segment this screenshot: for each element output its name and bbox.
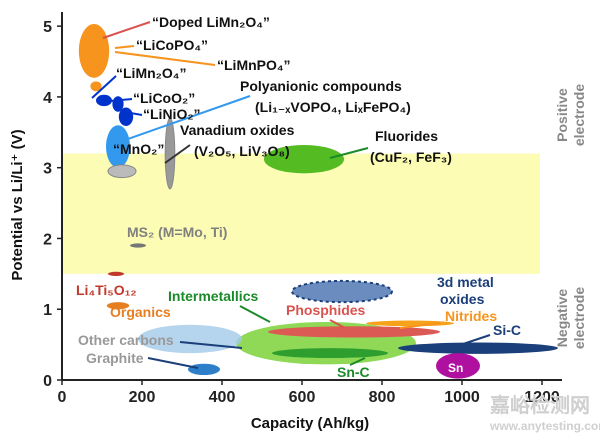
label-limnpo4: “LiMnPO₄” <box>217 57 291 73</box>
label-sic: Si-C <box>493 322 521 338</box>
leader-sic <box>459 334 491 346</box>
positive-electrode-label-1: Positive <box>554 88 570 142</box>
axes <box>57 12 562 385</box>
y-tick-label: 4 <box>43 90 52 107</box>
material-vanadium <box>164 117 176 190</box>
label-vanadium-formula: (V₂O₅, LiV₃O₈) <box>194 143 290 159</box>
label-limn2o4: “LiMn₂O₄” <box>116 65 186 81</box>
y-tick-label: 3 <box>43 161 52 178</box>
leader-intermetallics <box>239 305 271 323</box>
label-snc: Sn-C <box>337 364 370 380</box>
material-ms2 <box>130 243 146 248</box>
material-phosphides <box>268 326 440 338</box>
label-polyanionic-formula: (Li₁₋ₓVOPO₄, LiₓFePO₄) <box>255 99 411 115</box>
leader-polyanionic <box>124 95 251 141</box>
label-vanadium: Vanadium oxides <box>180 122 295 138</box>
material-organics <box>106 302 130 310</box>
material-sic <box>398 342 558 354</box>
label-sn: Sn <box>448 361 463 375</box>
watermark-url: www.anytesting.com <box>489 419 600 433</box>
y-tick-label: 0 <box>43 373 52 390</box>
label-ms2: MS₂ (M=Mo, Ti) <box>127 224 227 240</box>
label-organics: Organics <box>110 304 171 320</box>
label-polyanionic: Polyanionic compounds <box>240 78 402 94</box>
y-tick-label: 1 <box>43 302 52 319</box>
leader-doped-limn2o4 <box>102 21 151 39</box>
label-nitrides: Nitrides <box>445 308 497 324</box>
leader-mno2 <box>164 144 191 164</box>
leader-licopo4 <box>114 45 135 49</box>
material-licopo4 <box>78 24 110 78</box>
leader-limn2o4 <box>91 75 117 99</box>
label-mno2: “MnO₂” <box>113 141 164 157</box>
leader-fluorides <box>329 147 369 159</box>
x-tick-label: 400 <box>209 389 236 406</box>
x-tick-labels: 0 200 400 600 800 1000 1200 <box>58 389 560 406</box>
label-doped-limn2o4: “Doped LiMn₂O₄” <box>152 14 270 30</box>
label-3d-metal: 3d metal <box>437 274 494 290</box>
x-tick-label: 1200 <box>524 389 560 406</box>
leader-other-carbons <box>179 341 243 349</box>
leader-nitrides <box>399 322 441 329</box>
x-tick-label: 800 <box>369 389 396 406</box>
electrolyte-stability-band <box>62 153 540 274</box>
label-licoo2: “LiCoO₂” <box>133 90 195 106</box>
label-intermetallics: Intermetallics <box>168 288 258 304</box>
label-oxides: oxides <box>440 291 485 307</box>
x-tick-label: 0 <box>58 389 67 406</box>
material-li4ti5o12 <box>108 271 124 276</box>
leader-licoo2 <box>109 98 133 102</box>
material-nitrides <box>366 320 454 327</box>
label-fluorides: Fluorides <box>375 128 438 144</box>
watermark-text: 嘉峪检测网 <box>489 393 590 417</box>
label-other-carbons: Other carbons <box>78 332 174 348</box>
positive-electrode-label-2: electrode <box>571 84 587 146</box>
y-tick-label: 2 <box>43 231 52 248</box>
leader-lines <box>91 21 491 369</box>
leader-limnpo4 <box>114 51 216 66</box>
material-mno2 <box>107 164 137 179</box>
y-axis-title: Potential vs Li/Li⁺ (V) <box>9 129 26 280</box>
label-fluorides-formula: (CuF₂, FeF₃) <box>370 149 452 165</box>
leader-snc <box>349 357 366 366</box>
negative-electrode-label-2: electrode <box>571 287 587 349</box>
label-phosphides: Phosphides <box>286 302 366 318</box>
negative-electrode-label-1: Negative <box>554 289 570 348</box>
label-linio2: “LiNiO₂” <box>143 106 201 122</box>
material-dopedlimn2o4 <box>90 81 102 92</box>
material-sn <box>436 353 480 379</box>
material-3dmetal <box>291 279 393 304</box>
x-tick-label: 1000 <box>444 389 480 406</box>
material-fluorides <box>264 145 344 174</box>
leader-graphite <box>147 357 199 369</box>
material-graphite <box>188 363 220 376</box>
leader-phosphides <box>329 319 346 329</box>
y-tick-labels: 0 1 2 3 4 5 <box>43 19 52 390</box>
material-polyanionic <box>106 125 130 168</box>
material-linio2 <box>118 107 134 126</box>
x-tick-label: 200 <box>129 389 156 406</box>
label-li4ti5o12: Li₄Ti₅O₁₂ <box>76 282 137 298</box>
material-snc <box>272 348 388 359</box>
material-limn2o4 <box>96 94 112 107</box>
label-licopo4: “LiCoPO₄” <box>136 37 208 53</box>
leader-linio2 <box>124 111 143 116</box>
x-axis-title: Capacity (Ah/kg) <box>251 415 369 432</box>
y-tick-label: 5 <box>43 19 52 36</box>
material-shapes <box>78 24 558 379</box>
x-tick-label: 600 <box>289 389 316 406</box>
label-graphite: Graphite <box>86 350 144 366</box>
